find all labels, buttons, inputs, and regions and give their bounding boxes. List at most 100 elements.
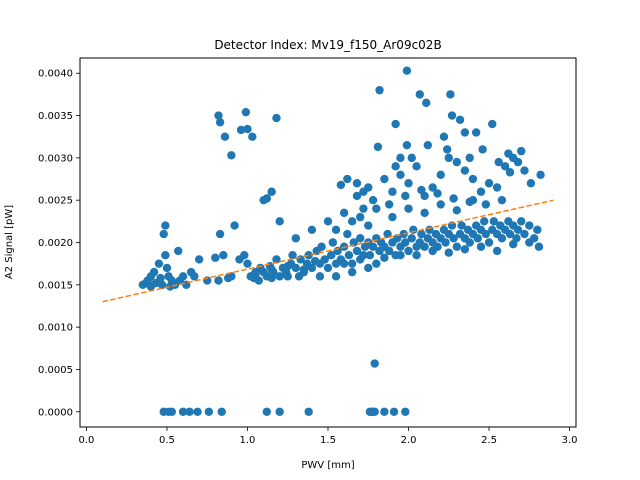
data-point — [368, 242, 378, 251]
data-point — [383, 229, 392, 239]
data-point — [275, 407, 284, 416]
data-point — [190, 272, 199, 281]
data-point — [520, 229, 529, 239]
data-point — [364, 263, 373, 273]
y-tick-label: 0.0025 — [38, 196, 73, 207]
x-tick-label: 2.5 — [481, 435, 497, 446]
data-point — [331, 272, 341, 281]
data-point — [492, 183, 502, 192]
trend-line-group — [102, 199, 554, 303]
data-point — [288, 250, 297, 260]
data-point — [236, 125, 246, 135]
data-point — [433, 189, 442, 198]
data-point — [409, 225, 418, 235]
data-point — [428, 246, 437, 256]
data-point — [227, 151, 236, 160]
data-point — [525, 221, 534, 230]
data-point — [272, 113, 281, 123]
data-point — [344, 250, 354, 260]
data-point — [436, 200, 445, 209]
x-tick-label: 2.0 — [401, 435, 417, 446]
data-point — [327, 250, 336, 260]
data-point — [404, 204, 413, 213]
data-point — [465, 197, 474, 207]
data-point — [349, 238, 358, 247]
data-point — [241, 107, 251, 117]
data-point — [417, 185, 426, 195]
data-point — [373, 142, 383, 152]
data-point — [230, 221, 239, 230]
data-point — [185, 407, 194, 416]
data-point — [352, 246, 362, 256]
data-point — [248, 132, 257, 141]
y-tick-label: 0.0020 — [38, 238, 73, 249]
data-point — [161, 250, 170, 260]
data-point — [339, 259, 349, 268]
data-point — [159, 229, 168, 239]
y-tick-label: 0.0005 — [38, 365, 73, 376]
data-point — [227, 272, 236, 281]
data-point — [422, 98, 431, 108]
data-point — [339, 208, 349, 218]
y-tick-label: 0.0040 — [38, 69, 73, 80]
data-point — [396, 153, 405, 163]
data-point — [505, 168, 515, 177]
data-point — [428, 183, 437, 192]
data-point — [417, 229, 426, 239]
data-point — [404, 179, 413, 188]
data-point — [447, 111, 457, 120]
x-tick-label: 0.5 — [159, 435, 175, 446]
data-point — [481, 229, 491, 239]
data-point — [162, 263, 172, 273]
data-point — [480, 217, 489, 226]
y-tick-label: 0.0010 — [38, 323, 73, 334]
data-point — [254, 276, 263, 285]
data-point — [508, 239, 518, 249]
data-point — [488, 119, 497, 129]
data-point — [217, 407, 226, 416]
data-point — [533, 225, 542, 235]
data-point — [372, 204, 381, 213]
data-point — [275, 272, 284, 281]
y-axis-ticks: 0.0000 0.0005 0.0010 0.0015 0.0020 0.0025 0.00… — [38, 69, 80, 418]
data-point — [272, 255, 281, 264]
data-point — [204, 407, 214, 416]
data-point — [401, 191, 410, 201]
data-point — [156, 273, 165, 283]
data-point — [154, 259, 164, 268]
chart-title: Detector Index: Mv19_f150_Ar09c02B — [214, 38, 441, 52]
data-point — [375, 85, 384, 95]
y-tick-label: 0.0015 — [38, 280, 73, 291]
data-point — [534, 242, 544, 251]
data-point — [178, 407, 188, 416]
data-point — [240, 250, 249, 260]
data-point — [391, 119, 400, 129]
data-point — [465, 153, 474, 163]
data-point — [307, 263, 317, 273]
data-point — [364, 183, 373, 192]
data-point — [304, 250, 313, 260]
data-point — [526, 179, 536, 188]
data-point — [320, 255, 329, 264]
data-point — [404, 246, 413, 256]
data-point — [420, 208, 429, 218]
data-point — [388, 187, 397, 196]
data-point — [497, 195, 507, 205]
data-point — [328, 238, 338, 247]
data-point — [420, 242, 429, 251]
data-point — [215, 229, 225, 239]
data-point — [380, 407, 389, 416]
data-point — [525, 238, 534, 247]
data-point — [370, 359, 379, 368]
data-point — [423, 140, 433, 150]
data-point — [436, 170, 445, 179]
data-point — [513, 157, 523, 167]
data-point — [347, 217, 357, 226]
data-point — [513, 225, 523, 235]
data-point — [396, 170, 405, 179]
data-point — [407, 153, 416, 163]
data-point — [415, 90, 424, 99]
data-point — [476, 187, 486, 196]
data-point — [331, 225, 341, 235]
